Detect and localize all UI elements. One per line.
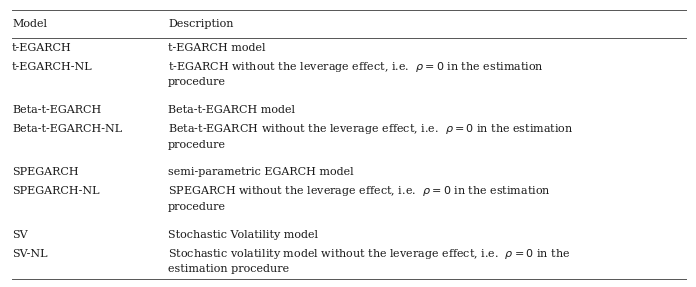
Text: Beta-t-EGARCH: Beta-t-EGARCH: [12, 105, 101, 115]
Text: SV: SV: [12, 230, 28, 240]
Text: Beta-t-EGARCH model: Beta-t-EGARCH model: [168, 105, 295, 115]
Text: Beta-t-EGARCH without the leverage effect, i.e.  $\rho = 0$ in the estimation: Beta-t-EGARCH without the leverage effec…: [168, 122, 574, 136]
Text: t-EGARCH model: t-EGARCH model: [168, 42, 265, 53]
Text: SPEGARCH: SPEGARCH: [12, 167, 79, 177]
Text: procedure: procedure: [168, 202, 226, 212]
Text: t-EGARCH: t-EGARCH: [12, 42, 72, 53]
Text: estimation procedure: estimation procedure: [168, 264, 289, 274]
Text: semi-parametric EGARCH model: semi-parametric EGARCH model: [168, 167, 354, 177]
Text: Stochastic Volatility model: Stochastic Volatility model: [168, 230, 318, 240]
Text: t-EGARCH-NL: t-EGARCH-NL: [12, 62, 93, 72]
Text: SV-NL: SV-NL: [12, 249, 47, 259]
Text: SPEGARCH without the leverage effect, i.e.  $\rho = 0$ in the estimation: SPEGARCH without the leverage effect, i.…: [168, 184, 551, 198]
Text: SPEGARCH-NL: SPEGARCH-NL: [12, 186, 100, 196]
Text: Beta-t-EGARCH-NL: Beta-t-EGARCH-NL: [12, 124, 122, 134]
Text: procedure: procedure: [168, 77, 226, 87]
Text: Stochastic volatility model without the leverage effect, i.e.  $\rho = 0$ in the: Stochastic volatility model without the …: [168, 247, 570, 261]
Text: t-EGARCH without the leverage effect, i.e.  $\rho = 0$ in the estimation: t-EGARCH without the leverage effect, i.…: [168, 60, 544, 74]
Text: Model: Model: [12, 19, 47, 29]
Text: procedure: procedure: [168, 140, 226, 150]
Text: Description: Description: [168, 19, 233, 29]
